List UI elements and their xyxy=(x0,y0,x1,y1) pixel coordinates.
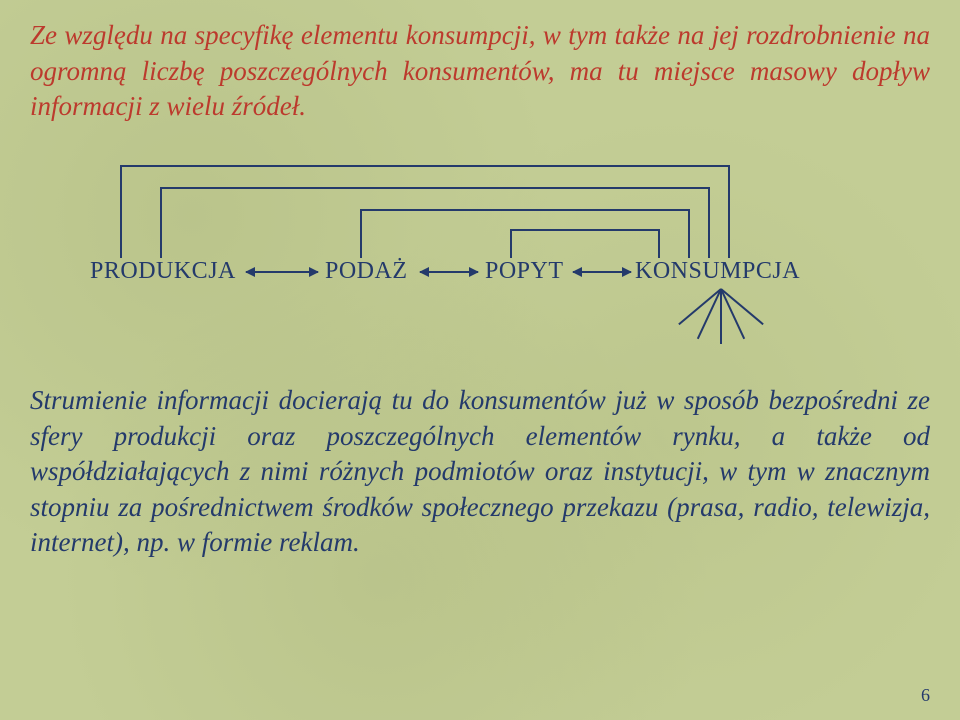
page-number: 6 xyxy=(921,685,930,706)
node-podaz: PODAŻ xyxy=(325,258,408,285)
node-popyt: POPYT xyxy=(485,258,564,285)
fan-line-3 xyxy=(720,289,722,344)
node-produkcja: PRODUKCJA xyxy=(90,258,236,285)
intro-paragraph: Ze względu na specyfikę elementu konsump… xyxy=(30,18,930,125)
arrow-podaz-popyt xyxy=(420,271,478,273)
arrow-produkcja-podaz xyxy=(246,271,318,273)
arrow-popyt-konsumpcja xyxy=(573,271,631,273)
flow-diagram: PRODUKCJA PODAŻ POPYT KONSUMPCJA xyxy=(30,143,930,353)
node-konsumpcja: KONSUMPCJA xyxy=(635,258,800,285)
body-paragraph: Strumienie informacji docierają tu do ko… xyxy=(30,383,930,561)
bracket-4 xyxy=(510,229,660,258)
fan-line-5 xyxy=(678,288,721,325)
fan-line-2 xyxy=(720,288,745,339)
fan-line-1 xyxy=(720,288,763,325)
